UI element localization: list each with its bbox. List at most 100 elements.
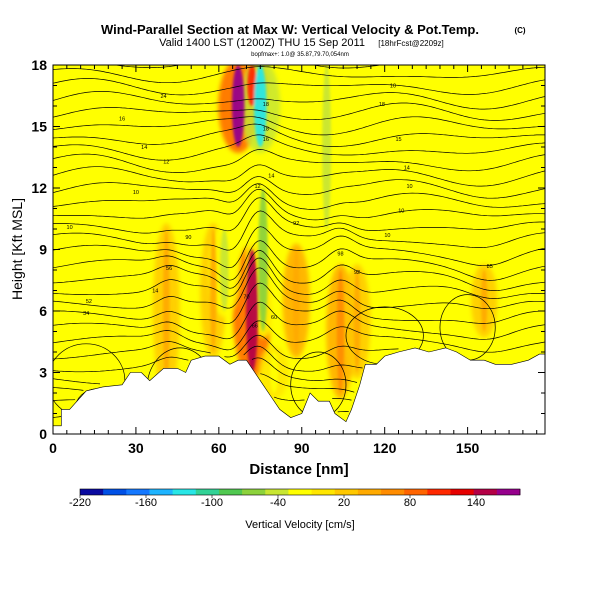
- chart-subtitle: Valid 1400 LST (1200Z) THU 15 Sep 2011: [159, 37, 365, 49]
- colorbar-frame: [79, 488, 521, 496]
- x-axis: 0 30 60 90 120 150: [49, 65, 538, 456]
- downdraft-core: [254, 65, 267, 147]
- colorbar-ticks: -220 -160 -100 -40 20 80 140: [69, 495, 485, 509]
- theta-contour: [53, 282, 545, 325]
- y-tick-label: 6: [39, 303, 47, 319]
- updraft-core: [336, 270, 345, 393]
- x-tick-label: 60: [211, 440, 227, 456]
- contour-label: 90: [185, 235, 191, 241]
- theta-contour: [53, 188, 545, 221]
- contour-label: 18: [263, 102, 269, 108]
- updraft-core: [162, 229, 170, 393]
- downdraft-core: [270, 352, 279, 393]
- contour-labels: 24 16 14 12 10 10 90 56 14 52 34 70 66 60 18 18 16 14 12 92…: [67, 84, 493, 330]
- contour-label: 14: [152, 289, 158, 295]
- x-tick-label: 0: [49, 440, 57, 456]
- contour-label: 10: [406, 184, 412, 190]
- contour-label: 24: [160, 94, 166, 100]
- colorbar-swatch: [242, 489, 266, 495]
- contour-label: 60: [271, 315, 277, 321]
- colorbar-swatch: [265, 489, 289, 495]
- theta-contour: [53, 396, 352, 401]
- colorbar-tick-label: 140: [467, 497, 485, 509]
- theta-contour: [53, 197, 545, 234]
- theta-contour: [53, 116, 545, 136]
- colorbar-swatch: [195, 489, 220, 495]
- contour-label: 18: [379, 102, 385, 108]
- colorbar-swatch: [311, 489, 336, 495]
- colorbar-swatch: [149, 489, 174, 495]
- theta-contour: [53, 183, 545, 210]
- theta-contour: [53, 373, 355, 393]
- contour-label: 16: [119, 116, 125, 122]
- x-axis-label: Distance [nm]: [249, 461, 348, 478]
- updraft-core: [210, 229, 217, 352]
- contour-label: 14: [404, 166, 410, 172]
- contour-label: 14: [141, 145, 147, 151]
- theta-contour: [53, 66, 545, 84]
- colorbar-swatch: [357, 489, 382, 495]
- chart-subtitle-note: [18hrFcst@2209z]: [378, 39, 443, 48]
- theta-contour: [53, 301, 545, 340]
- y-tick-label: 3: [39, 365, 47, 381]
- contour-label: 34: [83, 311, 89, 317]
- contour-label: 52: [86, 299, 92, 305]
- theta-contour: [53, 134, 545, 161]
- colorbar-tick-label: -220: [69, 497, 91, 509]
- theta-contour: [53, 91, 545, 110]
- colorbar-swatch: [126, 489, 150, 495]
- colorbar: [79, 488, 521, 496]
- updraft-core: [231, 65, 245, 147]
- y-tick-label: 18: [31, 57, 47, 73]
- y-tick-label: 12: [31, 180, 47, 196]
- contour-label: 18: [263, 127, 269, 133]
- theta-contour: [53, 357, 358, 385]
- contour-label: 92: [293, 221, 299, 227]
- theta-contour: [53, 257, 545, 299]
- colorbar-swatch: [427, 489, 451, 495]
- x-tick-label: 120: [373, 440, 397, 456]
- colorbar-swatch: [404, 489, 428, 495]
- y-tick-label: 15: [31, 119, 47, 135]
- y-axis: 0 3 6 9 12 15 18: [31, 57, 545, 442]
- theta-contour: [53, 240, 545, 281]
- contour-label: 12: [254, 184, 260, 190]
- theta-contour: [53, 102, 545, 121]
- downdraft-core: [220, 229, 229, 311]
- terrain-mask: [53, 347, 545, 434]
- colorbar-swatch: [496, 489, 521, 495]
- downdraft-core: [322, 65, 332, 229]
- contour-label: 16: [263, 137, 269, 143]
- colorbar-tick-label: 80: [404, 497, 416, 509]
- contour-label: 15: [395, 137, 401, 143]
- colorbar-label: Vertical Velocity [cm/s]: [245, 519, 354, 531]
- theta-contour: [53, 320, 545, 353]
- theta-contour: [53, 226, 545, 269]
- theta-contour: [53, 210, 545, 251]
- colorbar-swatch: [172, 489, 197, 495]
- theta-contour: [53, 411, 349, 418]
- theta-contour: [53, 345, 363, 373]
- contour-label: 12: [163, 159, 169, 165]
- x-tick-label: 90: [294, 440, 310, 456]
- theta-contour: [53, 123, 545, 147]
- colorbar-tick-label: -40: [270, 497, 286, 509]
- colorbar-swatch: [473, 489, 498, 495]
- contour-label: 10: [390, 84, 396, 90]
- contour-label: 66: [252, 323, 258, 329]
- colorbar-swatch: [334, 489, 359, 495]
- y-tick-label: 9: [39, 242, 47, 258]
- colorbar-swatch: [381, 489, 405, 495]
- theta-contour: [53, 176, 545, 199]
- contour-label: 85: [487, 264, 493, 270]
- contour-label: 56: [166, 266, 172, 272]
- contour-label: 10: [398, 209, 404, 215]
- theta-contour: [53, 267, 545, 310]
- plot-area: 24 16 14 12 10 10 90 56 14 52 34 70 66 60 18 18 16 14 12 92…: [53, 65, 545, 434]
- colorbar-swatch: [450, 489, 475, 495]
- colorbar-tick-label: -100: [201, 497, 223, 509]
- x-tick-label: 150: [456, 440, 480, 456]
- theta-contour: [53, 164, 545, 187]
- colorbar-swatch: [288, 489, 312, 495]
